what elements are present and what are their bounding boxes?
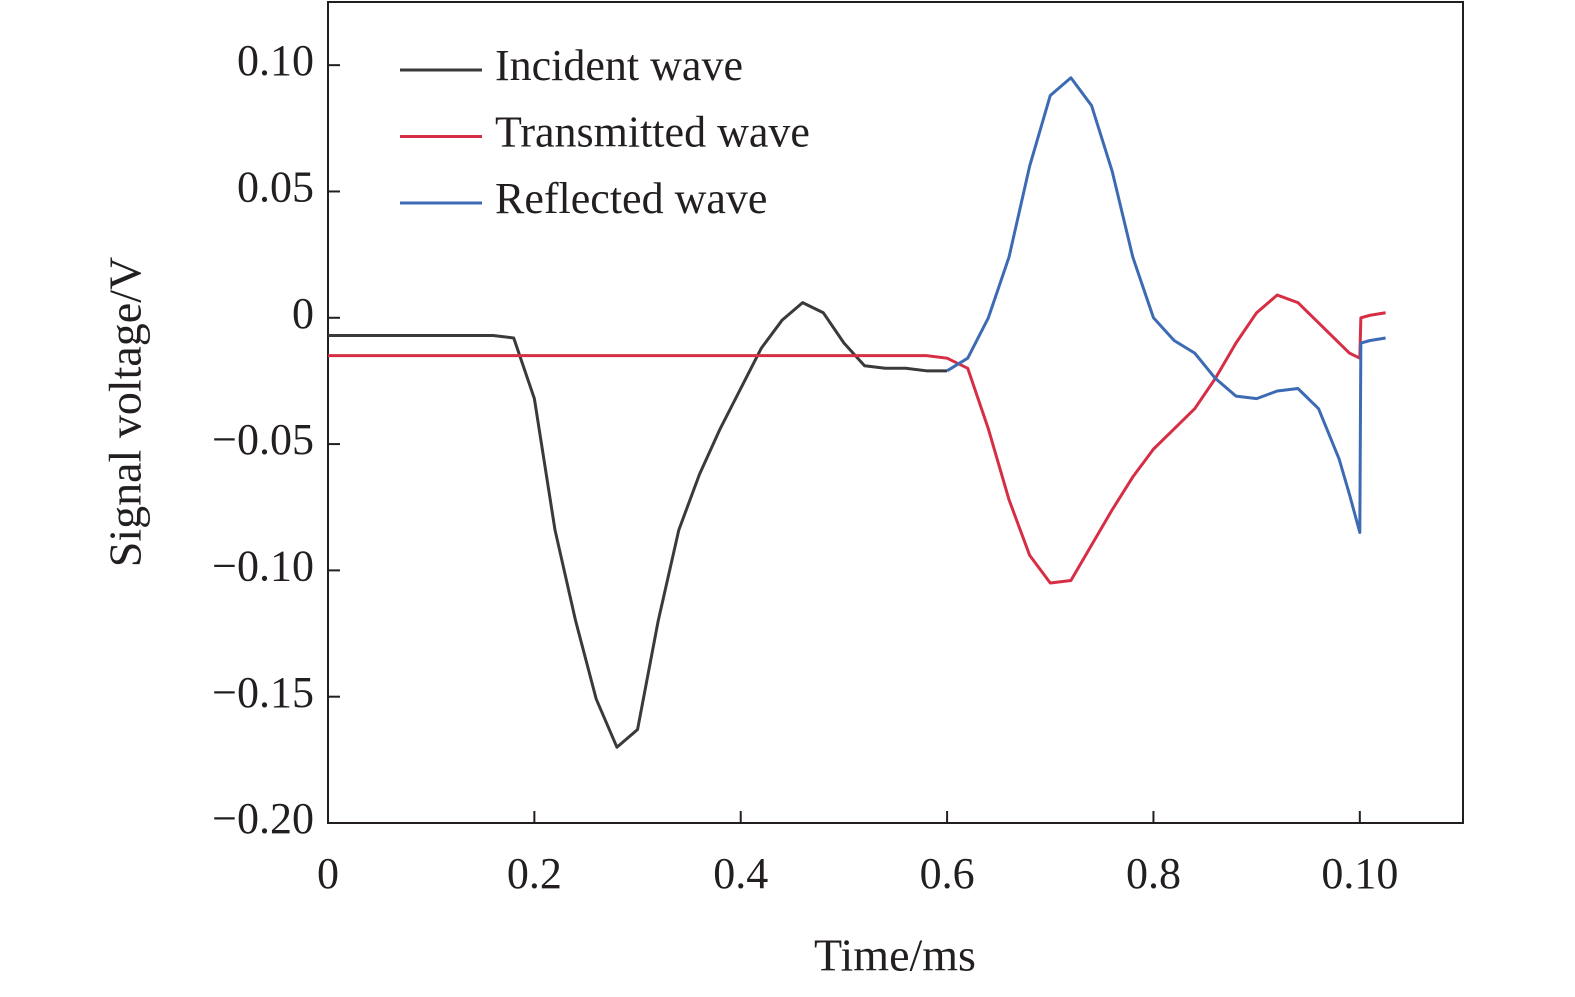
legend-label: Transmitted wave — [495, 108, 810, 157]
x-tick-label: 0.8 — [1126, 849, 1181, 898]
y-axis-label: Signal voltage/V — [100, 257, 151, 567]
y-tick-label: −0.15 — [212, 668, 314, 717]
x-tick-label: 0.4 — [713, 849, 768, 898]
y-tick-label: −0.05 — [212, 415, 314, 464]
x-tick-label: 0.2 — [507, 849, 562, 898]
series-line — [328, 301, 948, 749]
x-axis-label: Time/ms — [814, 930, 976, 981]
x-tick-label: 0.6 — [920, 849, 975, 898]
y-tick-label: 0 — [292, 289, 314, 338]
y-tick-label: 0.05 — [237, 163, 314, 212]
y-tick-label: −0.10 — [212, 541, 314, 590]
series-line — [946, 76, 1386, 534]
x-tick-label: 0.10 — [1321, 849, 1398, 898]
y-tick-label: −0.20 — [212, 794, 314, 843]
legend-label: Reflected wave — [495, 174, 767, 223]
legend-label: Incident wave — [495, 41, 743, 90]
series-line — [328, 293, 1386, 585]
y-tick-label: 0.10 — [237, 36, 314, 85]
x-tick-label: 0 — [317, 849, 339, 898]
plot-frame — [327, 1, 1464, 824]
